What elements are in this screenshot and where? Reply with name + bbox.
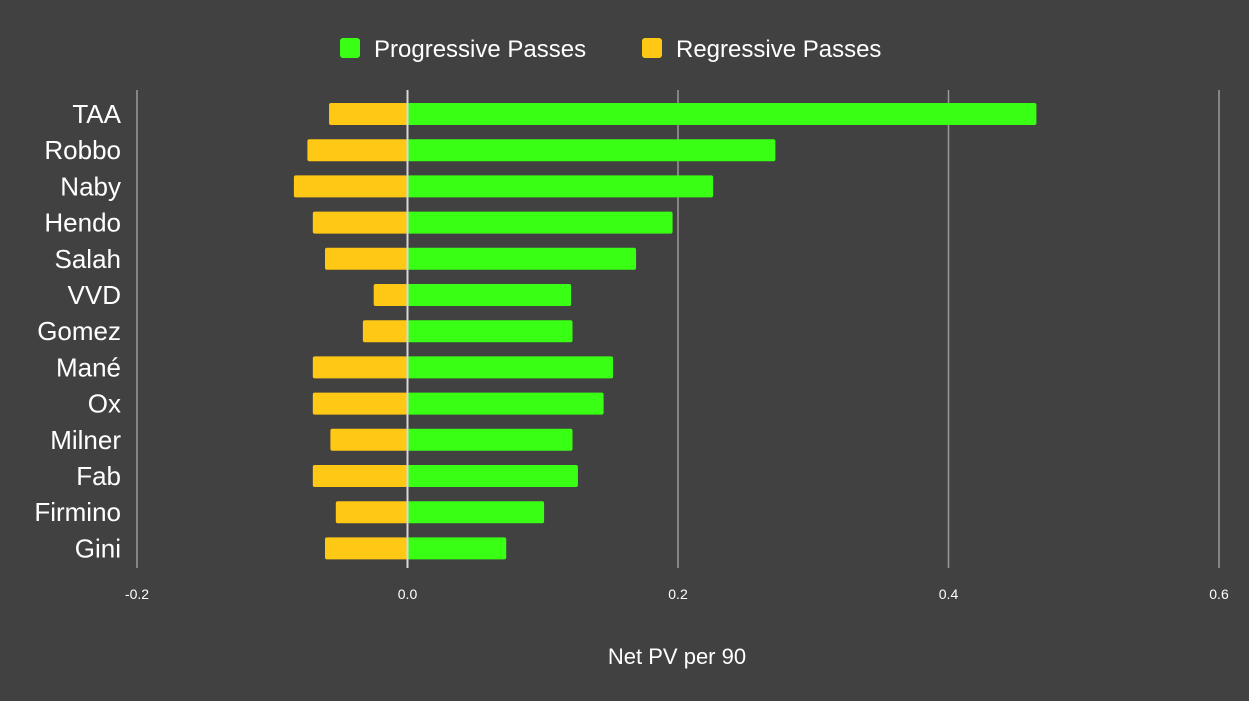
category-label: Fab [76, 461, 121, 491]
bar-progressive[interactable] [407, 247, 637, 270]
x-tick-label: 0.2 [668, 586, 688, 602]
bar-progressive[interactable] [407, 175, 714, 198]
bar-progressive[interactable] [407, 392, 604, 415]
bar-progressive[interactable] [407, 501, 545, 524]
legend-swatch-progressive [340, 38, 360, 58]
category-label: Milner [50, 425, 121, 455]
legend: Progressive Passes Regressive Passes [340, 36, 881, 63]
bar-progressive[interactable] [407, 320, 573, 343]
x-tick-label: 0.6 [1209, 586, 1229, 602]
x-tick-label: -0.2 [125, 586, 149, 602]
legend-swatch-regressive [642, 38, 662, 58]
category-label: Mané [56, 352, 121, 382]
bar-progressive[interactable] [407, 356, 614, 379]
legend-item-progressive[interactable]: Progressive Passes [340, 36, 586, 63]
bar-progressive[interactable] [407, 139, 776, 162]
category-label: Ox [88, 389, 121, 419]
bar-progressive[interactable] [407, 465, 578, 487]
bar-progressive[interactable] [407, 103, 1037, 125]
bar-progressive[interactable] [407, 284, 572, 306]
bar-regressive[interactable] [335, 501, 408, 524]
bar-regressive[interactable] [293, 175, 408, 198]
x-axis-title: Net PV per 90 [608, 644, 746, 669]
category-label: Gomez [37, 316, 121, 346]
legend-label-regressive: Regressive Passes [676, 36, 881, 63]
bars [293, 103, 1037, 560]
bar-progressive[interactable] [407, 428, 573, 451]
x-tick-label: 0.0 [398, 586, 418, 602]
category-label: VVD [68, 280, 121, 310]
bar-regressive[interactable] [324, 247, 408, 270]
bar-regressive[interactable] [307, 139, 408, 162]
bar-regressive[interactable] [312, 465, 408, 487]
bar-regressive[interactable] [329, 103, 408, 125]
legend-item-regressive[interactable]: Regressive Passes [642, 36, 881, 63]
bar-regressive[interactable] [324, 537, 408, 560]
category-label: Salah [55, 244, 122, 274]
x-tick-label: 0.4 [939, 586, 959, 602]
bar-regressive[interactable] [362, 320, 408, 343]
bar-regressive[interactable] [312, 392, 408, 415]
category-label: Robbo [44, 135, 121, 165]
category-label: TAA [72, 99, 121, 129]
bar-regressive[interactable] [330, 428, 408, 451]
category-labels: TAA Robbo Naby Hendo Salah VVD Gomez Mané Ox Miln… [34, 99, 121, 563]
category-label: Hendo [44, 208, 121, 238]
bar-regressive[interactable] [312, 211, 408, 234]
bar-progressive[interactable] [407, 211, 673, 234]
legend-label-progressive: Progressive Passes [374, 36, 586, 63]
category-label: Naby [60, 171, 121, 201]
gridlines [136, 90, 1220, 568]
x-tick-labels: -0.2 0.0 0.2 0.4 0.6 [125, 586, 1229, 602]
category-label: Firmino [34, 497, 121, 527]
bar-regressive[interactable] [312, 356, 408, 379]
bar-progressive[interactable] [407, 537, 507, 560]
bar-regressive[interactable] [373, 284, 408, 306]
category-label: Gini [75, 533, 121, 563]
